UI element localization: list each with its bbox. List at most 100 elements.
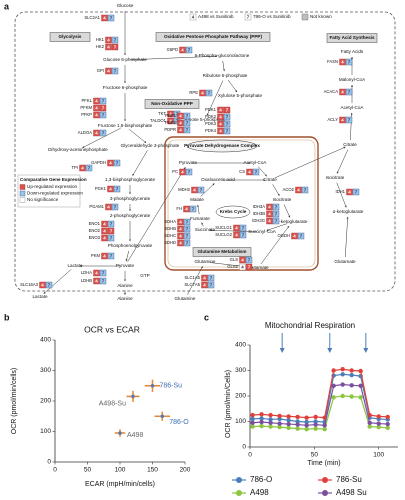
expression-box — [93, 129, 100, 137]
gene: ACLY — [327, 117, 338, 122]
expression-box — [101, 234, 108, 242]
section-box — [326, 33, 378, 43]
expression-box — [101, 14, 108, 22]
series-marker — [259, 416, 264, 421]
gene: SDHD — [164, 240, 176, 245]
point — [118, 431, 122, 435]
expression-box — [295, 186, 302, 194]
metabolite: Glucose 6-phosphate — [103, 57, 147, 62]
metabolite: Acetyl-CoA — [244, 160, 268, 165]
expression-box — [179, 46, 186, 54]
pathway-arrow — [266, 223, 288, 231]
y-tick-label: 0 — [242, 444, 246, 451]
metabolite: Succinyl-CoA — [248, 229, 277, 234]
key-swatch — [19, 190, 26, 197]
legend-marker — [236, 490, 242, 496]
expression-box — [107, 227, 115, 235]
series-marker — [313, 419, 318, 424]
expression-box-label: 7 — [110, 221, 113, 226]
expression-box-label: 7 — [110, 228, 113, 233]
gene: LDHA — [81, 270, 92, 275]
expression-box — [183, 218, 191, 226]
series-marker — [250, 420, 255, 425]
series-marker — [286, 418, 291, 423]
expression-box — [191, 186, 198, 194]
point-label: A498 — [127, 432, 143, 439]
series-line — [252, 395, 388, 430]
expression-box — [101, 220, 108, 228]
gene: TALDO1 — [150, 118, 167, 123]
expression-box — [79, 164, 86, 172]
expression-box-label: 7 — [210, 275, 213, 280]
series-marker — [349, 368, 354, 373]
expression-box-label: 4 — [103, 15, 106, 20]
expression-box-label: 7 — [300, 233, 303, 238]
expression-box — [93, 104, 100, 112]
pathway-arrow — [200, 183, 215, 197]
expression-box-label: 7 — [110, 15, 113, 20]
expression-box — [99, 104, 107, 112]
expression-box — [223, 127, 231, 135]
metabolite: Glutamate — [334, 259, 356, 264]
expression-box — [101, 252, 108, 260]
expression-box — [99, 111, 107, 119]
expression-box — [266, 210, 273, 218]
expression-box-label: 7 — [186, 226, 189, 231]
metabolite: Acetyl-CoA — [341, 105, 365, 110]
expression-box — [345, 116, 353, 124]
expression-box-label: 4 — [107, 204, 110, 209]
legend-label: A498 Su — [336, 488, 367, 497]
gene: ACACA — [324, 89, 339, 94]
expression-box — [183, 126, 191, 134]
expression-box — [183, 239, 191, 247]
expression-box — [245, 263, 253, 271]
metabolite: 2-phosphoglycerate — [110, 213, 151, 218]
legend-label: Not known — [310, 14, 332, 19]
section-ellipse — [186, 139, 258, 153]
series-marker — [340, 393, 345, 399]
section-label: Oxidative Pentose Phosphate Pathway (PPP… — [164, 34, 262, 39]
gene: PDP2 — [165, 120, 177, 125]
expression-box — [111, 43, 119, 51]
metabolite: Citrate — [263, 177, 277, 182]
expression-box — [272, 217, 280, 225]
metabolite: Ribose 5-phosphate — [184, 117, 226, 122]
expression-box — [107, 234, 115, 242]
series-marker — [358, 368, 363, 374]
expression-box — [266, 203, 273, 211]
expression-box — [111, 203, 119, 211]
expression-box-label: 7 — [242, 232, 245, 237]
expression-box-label: 7 — [114, 68, 117, 73]
expression-box-label: 4 — [103, 221, 106, 226]
metabolite: α-ketoglutarate — [277, 219, 308, 224]
expression-box-label: 7 — [226, 107, 229, 112]
expression-box-label: 7 — [110, 253, 113, 258]
series-marker — [331, 395, 336, 400]
series-marker — [385, 414, 390, 420]
expression-box — [183, 112, 191, 120]
expression-box-label: 4 — [181, 169, 184, 174]
expression-box-label: 4 — [297, 187, 300, 192]
expression-box — [245, 256, 253, 264]
gene: LDHB — [81, 278, 92, 283]
expression-box — [39, 281, 46, 289]
expression-box — [301, 186, 309, 194]
section-label: Pyruvate Dehydrogenase Complex — [184, 143, 260, 148]
expression-box-label: 7 — [114, 37, 117, 42]
metabolite: Ribulose 5-phosphate — [203, 73, 248, 78]
metabolite: GTP — [140, 273, 149, 278]
legend-marker — [322, 477, 328, 483]
series-marker — [304, 426, 309, 432]
expression-box — [217, 120, 224, 128]
pathway-arrow — [132, 150, 148, 176]
series-marker — [313, 414, 318, 420]
expression-box-label: 4 — [179, 240, 182, 245]
gene: FH — [176, 206, 182, 211]
gene: ENO3 — [89, 235, 101, 240]
expression-box — [201, 274, 208, 282]
point — [150, 383, 155, 388]
x-tick-label: 50 — [84, 467, 92, 474]
expression-box-label: 4 — [241, 257, 244, 262]
expression-box-label: 4 — [241, 264, 244, 269]
expression-box — [207, 274, 215, 282]
